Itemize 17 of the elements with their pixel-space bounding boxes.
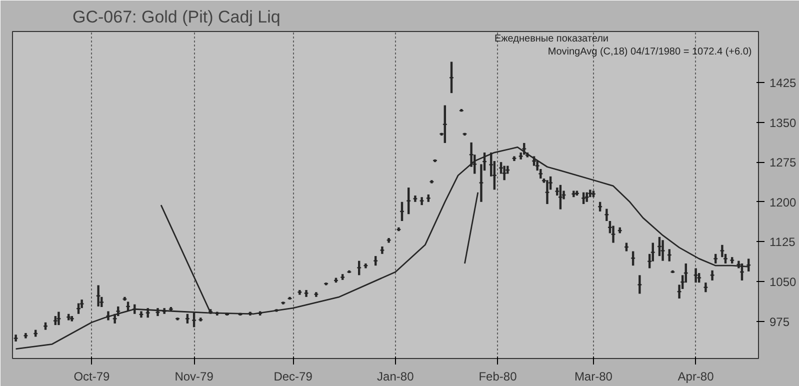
annotation: MovingAvg (C,18) 04/17/1980 = 1072.4 (+6.0) xyxy=(548,46,752,58)
y-tick-label: 1125 xyxy=(770,235,796,250)
y-tick-label: 1350 xyxy=(770,116,797,130)
x-tick-label: Nov-79 xyxy=(174,370,214,384)
x-tick-label: Feb-80 xyxy=(478,370,518,384)
x-tick-label: Jan-80 xyxy=(377,370,414,384)
chart-title: GC-067: Gold (Pit) Cadj Liq xyxy=(72,8,280,26)
y-tick-label: 975 xyxy=(770,314,790,329)
y-tick-label: 1050 xyxy=(770,275,797,290)
y-tick-label: 1200 xyxy=(770,195,797,210)
chart-subtitle: Ежедневные показатели xyxy=(494,34,609,44)
x-tick-label: Dec-79 xyxy=(274,370,313,384)
x-tick-label: Oct-79 xyxy=(74,370,110,384)
x-tick-label: Mar-80 xyxy=(574,370,613,384)
x-tick-label: Apr-80 xyxy=(678,370,714,384)
y-tick-label: 1425 xyxy=(770,76,797,90)
y-tick-label: 1275 xyxy=(770,156,797,170)
